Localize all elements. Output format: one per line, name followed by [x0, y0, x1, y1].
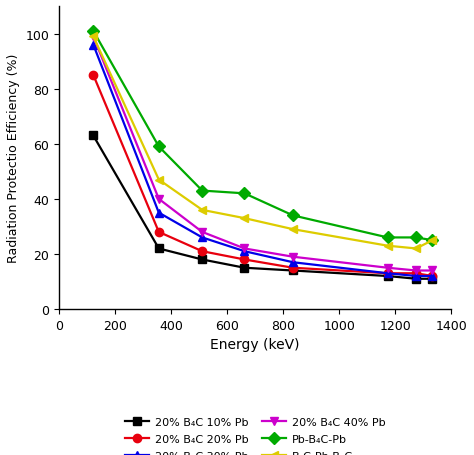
20% B₄C 40% Pb — [429, 268, 435, 273]
B₄C-Pb-B₄C — [290, 227, 296, 233]
20% B₄C 40% Pb — [385, 265, 391, 271]
20% B₄C 20% Pb — [200, 249, 205, 254]
20% B₄C 30% Pb — [156, 210, 162, 216]
20% B₄C 40% Pb — [290, 254, 296, 260]
Line: 20% B₄C 40% Pb: 20% B₄C 40% Pb — [89, 33, 437, 275]
20% B₄C 20% Pb — [242, 257, 247, 263]
20% B₄C 10% Pb — [413, 277, 419, 282]
Line: B₄C-Pb-B₄C: B₄C-Pb-B₄C — [89, 33, 437, 253]
20% B₄C 30% Pb — [429, 273, 435, 279]
X-axis label: Energy (keV): Energy (keV) — [210, 338, 300, 352]
20% B₄C 40% Pb — [91, 35, 96, 40]
Pb-B₄C-Pb — [200, 188, 205, 194]
20% B₄C 40% Pb — [156, 197, 162, 202]
20% B₄C 40% Pb — [200, 230, 205, 235]
20% B₄C 20% Pb — [429, 273, 435, 279]
20% B₄C 10% Pb — [385, 273, 391, 279]
B₄C-Pb-B₄C — [91, 35, 96, 40]
Line: 20% B₄C 10% Pb: 20% B₄C 10% Pb — [89, 132, 437, 283]
Pb-B₄C-Pb — [385, 235, 391, 241]
20% B₄C 30% Pb — [91, 43, 96, 48]
20% B₄C 30% Pb — [413, 273, 419, 279]
B₄C-Pb-B₄C — [242, 216, 247, 222]
Legend: 20% B₄C 10% Pb, 20% B₄C 20% Pb, 20% B₄C 30% Pb, 20% B₄C 40% Pb, Pb-B₄C-Pb, B₄C-P: 20% B₄C 10% Pb, 20% B₄C 20% Pb, 20% B₄C … — [119, 412, 391, 455]
20% B₄C 40% Pb — [242, 246, 247, 252]
20% B₄C 30% Pb — [242, 249, 247, 254]
Pb-B₄C-Pb — [413, 235, 419, 241]
Line: Pb-B₄C-Pb: Pb-B₄C-Pb — [89, 27, 437, 245]
20% B₄C 10% Pb — [242, 265, 247, 271]
20% B₄C 40% Pb — [413, 268, 419, 273]
20% B₄C 10% Pb — [91, 133, 96, 139]
Line: 20% B₄C 20% Pb: 20% B₄C 20% Pb — [89, 71, 437, 281]
20% B₄C 10% Pb — [200, 257, 205, 263]
20% B₄C 20% Pb — [290, 265, 296, 271]
20% B₄C 20% Pb — [156, 230, 162, 235]
20% B₄C 30% Pb — [200, 235, 205, 241]
Pb-B₄C-Pb — [156, 144, 162, 150]
20% B₄C 20% Pb — [413, 271, 419, 276]
20% B₄C 20% Pb — [91, 73, 96, 78]
20% B₄C 10% Pb — [429, 277, 435, 282]
B₄C-Pb-B₄C — [200, 207, 205, 213]
20% B₄C 10% Pb — [156, 246, 162, 252]
20% B₄C 30% Pb — [385, 271, 391, 276]
Pb-B₄C-Pb — [242, 191, 247, 197]
B₄C-Pb-B₄C — [429, 238, 435, 243]
Y-axis label: Radiation Protectio Efficiency (%): Radiation Protectio Efficiency (%) — [7, 54, 20, 263]
Line: 20% B₄C 30% Pb: 20% B₄C 30% Pb — [89, 41, 437, 281]
20% B₄C 10% Pb — [290, 268, 296, 273]
Pb-B₄C-Pb — [429, 238, 435, 243]
20% B₄C 30% Pb — [290, 260, 296, 265]
B₄C-Pb-B₄C — [385, 243, 391, 249]
20% B₄C 20% Pb — [385, 271, 391, 276]
Pb-B₄C-Pb — [91, 29, 96, 35]
B₄C-Pb-B₄C — [413, 246, 419, 252]
B₄C-Pb-B₄C — [156, 177, 162, 183]
Pb-B₄C-Pb — [290, 213, 296, 219]
